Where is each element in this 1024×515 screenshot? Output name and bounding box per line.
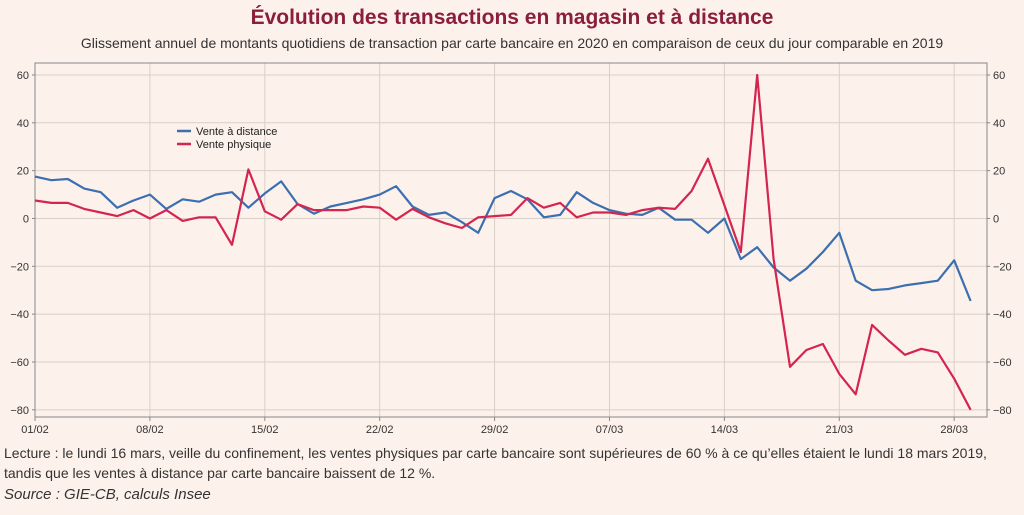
chart-title: Évolution des transactions en magasin et… — [250, 6, 774, 29]
y-tick-label: −40 — [993, 309, 1012, 321]
y-tick-label: 20 — [17, 166, 29, 178]
x-tick-label: 01/02 — [21, 424, 49, 436]
y-tick-label: −80 — [10, 405, 29, 417]
x-tick-label: 07/03 — [596, 424, 624, 436]
x-tick-label: 29/02 — [481, 424, 509, 436]
legend-label: Vente à distance — [196, 126, 277, 138]
y-tick-label: 20 — [993, 166, 1005, 178]
y-tick-label: 0 — [23, 213, 29, 225]
plot-frame — [34, 62, 988, 418]
series-lines — [34, 73, 972, 411]
y-tick-label: 0 — [993, 213, 999, 225]
x-tick-label: 21/03 — [826, 424, 854, 436]
chart-subtitle: Glissement annuel de montants quotidiens… — [80, 35, 944, 51]
y-tick-label: −20 — [10, 261, 29, 273]
y-tick-label: −60 — [993, 357, 1012, 369]
y-tick-label: 60 — [17, 70, 29, 82]
y-tick-label: 60 — [993, 70, 1005, 82]
y-tick-label: −80 — [993, 405, 1012, 417]
y-tick-label: 40 — [17, 118, 29, 130]
x-tick-label: 15/02 — [251, 424, 279, 436]
y-tick-label: −20 — [993, 261, 1012, 273]
legend-label: Vente physique — [196, 139, 271, 151]
y-axis-right: −80 −60 −40 −20 0 20 40 60 — [987, 70, 1012, 417]
reading-note: Lecture : le lundi 16 mars, veille du co… — [4, 445, 987, 481]
grid-lines — [34, 63, 987, 417]
y-tick-label: 40 — [993, 118, 1005, 130]
series-line-distance — [34, 175, 972, 302]
x-tick-label: 14/03 — [711, 424, 739, 436]
y-tick-label: −40 — [10, 309, 29, 321]
series-line-physique — [34, 73, 972, 411]
source-note: Source : GIE-CB, calculs Insee — [4, 486, 211, 503]
x-tick-label: 28/03 — [940, 424, 968, 436]
x-tick-label: 22/02 — [366, 424, 394, 436]
y-axis-left: −80 −60 −40 −20 0 20 40 60 — [10, 70, 35, 417]
x-axis: 01/02 08/02 15/02 22/02 29/02 07/03 14/03 21/03… — [21, 417, 968, 436]
x-tick-label: 08/02 — [136, 424, 164, 436]
y-tick-label: −60 — [10, 357, 29, 369]
